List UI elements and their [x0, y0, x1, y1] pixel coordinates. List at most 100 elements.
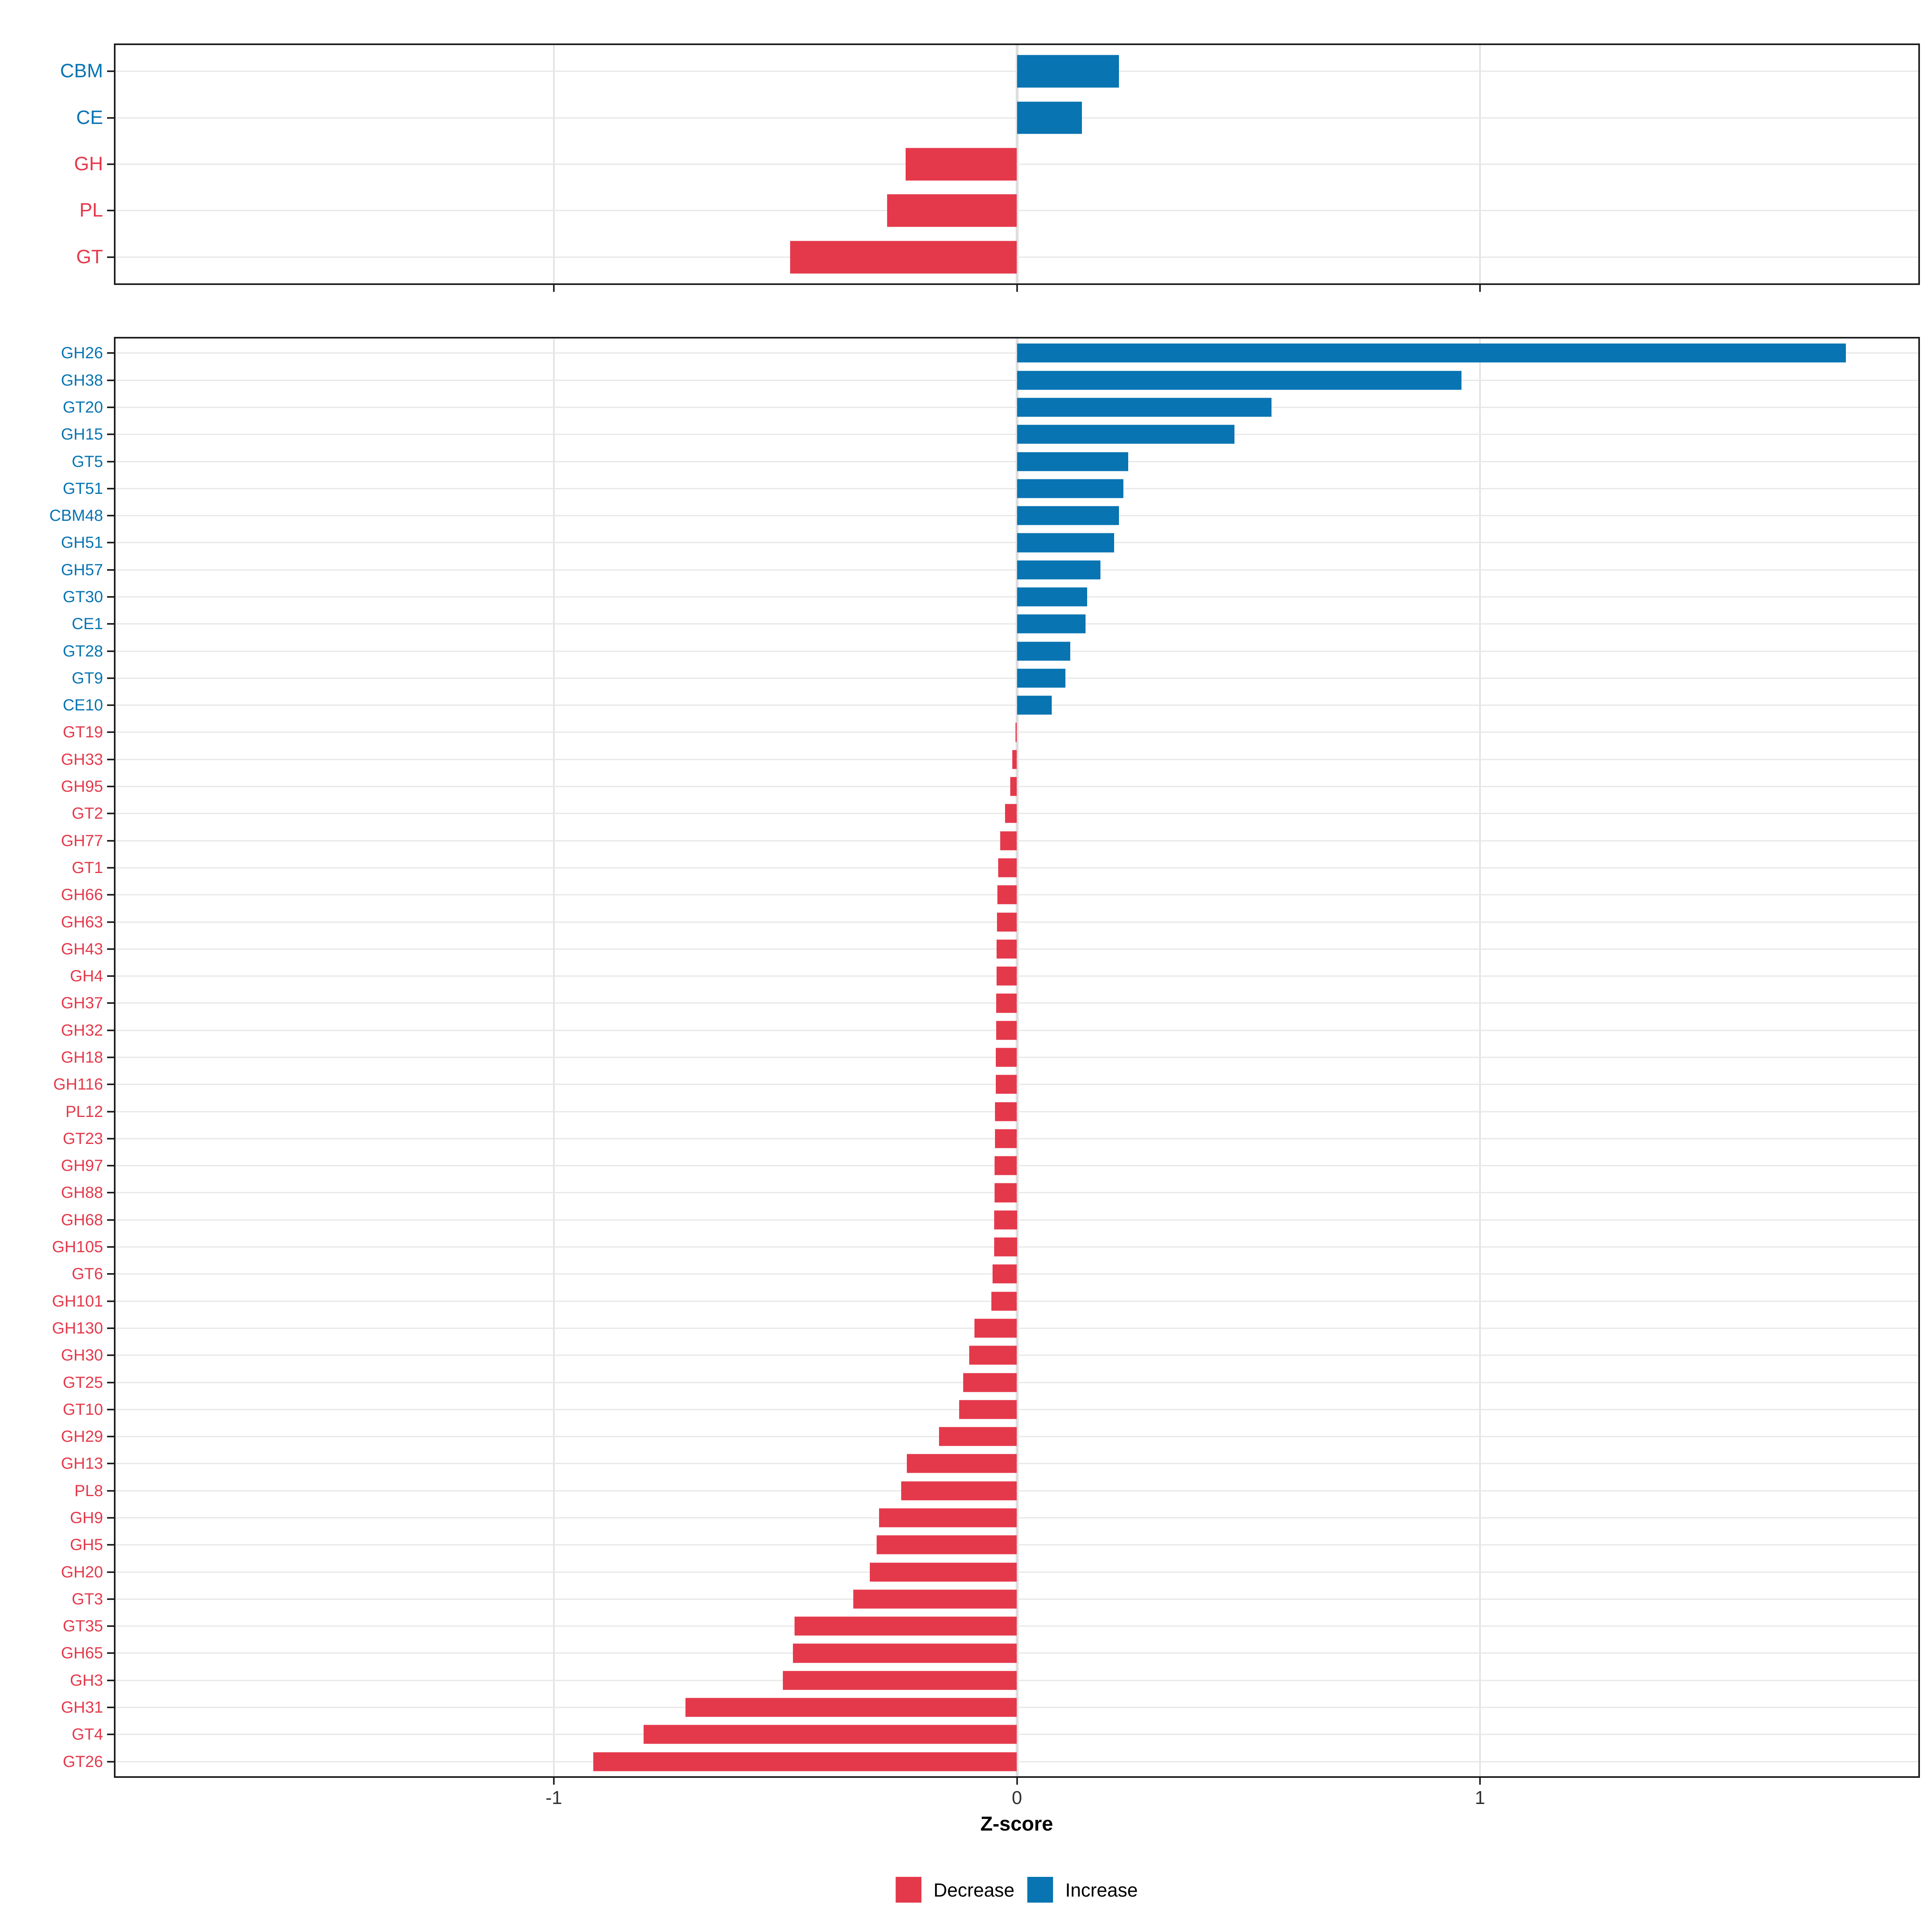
- y-axis-label-GH30: GH30: [61, 1346, 103, 1364]
- y-gridline-GH31: [114, 1707, 1920, 1708]
- x-tick-label--1: -1: [545, 1787, 562, 1808]
- y-tick-PL8: [107, 1490, 114, 1492]
- y-axis-label-GT6: GT6: [72, 1265, 103, 1283]
- y-axis-label-GT4: GT4: [72, 1726, 103, 1744]
- y-axis-label-GH65: GH65: [61, 1644, 103, 1662]
- bar-GH5: [876, 1535, 1017, 1554]
- bar-GT25: [963, 1373, 1017, 1392]
- bar-GT1: [998, 858, 1017, 877]
- bar-GT28: [1017, 642, 1070, 661]
- bar-CBM: [1017, 55, 1119, 88]
- y-tick-GH13: [107, 1463, 114, 1465]
- y-axis-label-GH26: GH26: [61, 344, 103, 362]
- y-gridline-GT26: [114, 1761, 1920, 1763]
- y-gridline-GT2: [114, 813, 1920, 814]
- bar-GT35: [795, 1616, 1017, 1636]
- y-tick-GT: [107, 256, 114, 258]
- bar-GT19: [1016, 722, 1017, 742]
- bar-GT6: [992, 1264, 1017, 1284]
- y-axis-label-GH97: GH97: [61, 1157, 103, 1175]
- x-tick-0: [1016, 285, 1018, 292]
- bar-GH: [906, 148, 1017, 181]
- y-tick-GH20: [107, 1571, 114, 1573]
- y-gridline-GH37: [114, 1002, 1920, 1004]
- y-axis-label-GH13: GH13: [61, 1455, 103, 1473]
- y-axis-label-GH88: GH88: [61, 1184, 103, 1202]
- bar-GT23: [995, 1129, 1017, 1148]
- y-tick-GH57: [107, 569, 114, 571]
- y-tick-CE10: [107, 704, 114, 706]
- y-gridline-GT4: [114, 1734, 1920, 1735]
- bar-GH33: [1012, 750, 1017, 769]
- bar-GH51: [1017, 533, 1115, 552]
- y-tick-GH66: [107, 894, 114, 896]
- bar-GH26: [1017, 343, 1846, 363]
- y-axis-label-GT23: GT23: [62, 1129, 103, 1148]
- y-axis-label-GT20: GT20: [62, 398, 103, 416]
- y-gridline-GH66: [114, 894, 1920, 896]
- y-axis-label-GH63: GH63: [61, 913, 103, 931]
- y-axis-label-GH101: GH101: [52, 1292, 103, 1310]
- y-axis-label-GH4: GH4: [70, 967, 103, 985]
- y-axis-label-CBM48: CBM48: [49, 507, 103, 525]
- bar-GT: [790, 241, 1017, 274]
- bar-GH31: [685, 1698, 1017, 1717]
- y-gridline-GH: [114, 163, 1920, 165]
- y-tick-CBM: [107, 70, 114, 72]
- bar-GH77: [1000, 831, 1017, 850]
- y-tick-GH116: [107, 1084, 114, 1086]
- y-axis-label-GH57: GH57: [61, 561, 103, 579]
- bar-GH4: [996, 966, 1017, 986]
- y-axis-label-GH77: GH77: [61, 832, 103, 850]
- y-gridline-GT6: [114, 1273, 1920, 1275]
- y-gridline-GT35: [114, 1625, 1920, 1627]
- y-tick-GT35: [107, 1625, 114, 1627]
- y-tick-CBM48: [107, 515, 114, 517]
- y-axis-label-GH38: GH38: [61, 371, 103, 389]
- y-tick-GT30: [107, 596, 114, 598]
- y-tick-GH4: [107, 975, 114, 977]
- y-tick-GH15: [107, 433, 114, 436]
- bar-GH18: [995, 1048, 1017, 1067]
- y-tick-GT1: [107, 867, 114, 869]
- bar-PL8: [901, 1481, 1017, 1501]
- y-gridline-GH3: [114, 1680, 1920, 1681]
- y-tick-GH18: [107, 1057, 114, 1058]
- y-axis-label-GH37: GH37: [61, 994, 103, 1012]
- y-gridline-GH18: [114, 1057, 1920, 1058]
- bar-GT4: [644, 1725, 1017, 1744]
- bar-GT30: [1017, 587, 1088, 607]
- y-tick-GT51: [107, 487, 114, 489]
- y-axis-label-GH32: GH32: [61, 1021, 103, 1039]
- y-axis-label-CE1: CE1: [72, 615, 103, 633]
- y-axis-label-GH43: GH43: [61, 940, 103, 958]
- panel-cazyme-subfamilies: -1 0 1 GH26 GH38 GT20 GH15 GT5 GT51 CBM48 GH51 GH57…: [50, 337, 1920, 1807]
- bar-GH68: [994, 1210, 1017, 1230]
- bar-CE: [1017, 101, 1082, 134]
- y-gridline-GT10: [114, 1409, 1920, 1410]
- bar-GH116: [995, 1075, 1017, 1094]
- y-gridline-PL12: [114, 1111, 1920, 1113]
- y-tick-GH130: [107, 1327, 114, 1329]
- bar-CBM48: [1017, 506, 1119, 525]
- y-tick-GT2: [107, 813, 114, 815]
- y-gridline-GT3: [114, 1598, 1920, 1600]
- y-axis-label-PL: PL: [79, 200, 103, 221]
- bar-GH65: [793, 1643, 1017, 1663]
- y-tick-GT5: [107, 460, 114, 462]
- y-axis-label-CE10: CE10: [62, 696, 103, 714]
- y-tick-GT25: [107, 1381, 114, 1383]
- bar-GH57: [1017, 560, 1100, 580]
- y-tick-GH95: [107, 786, 114, 788]
- y-axis-label-GH5: GH5: [70, 1536, 103, 1554]
- y-gridline-GH65: [114, 1652, 1920, 1654]
- bar-PL: [887, 194, 1017, 227]
- bar-GH20: [869, 1563, 1017, 1582]
- y-tick-GH29: [107, 1436, 114, 1438]
- bar-GH38: [1017, 371, 1461, 390]
- y-gridline-PL: [114, 210, 1920, 211]
- x-tick-1: [1479, 1778, 1481, 1785]
- y-gridline-PL8: [114, 1490, 1920, 1492]
- y-axis-label-GT2: GT2: [72, 805, 103, 823]
- y-axis-label-GT9: GT9: [72, 669, 103, 687]
